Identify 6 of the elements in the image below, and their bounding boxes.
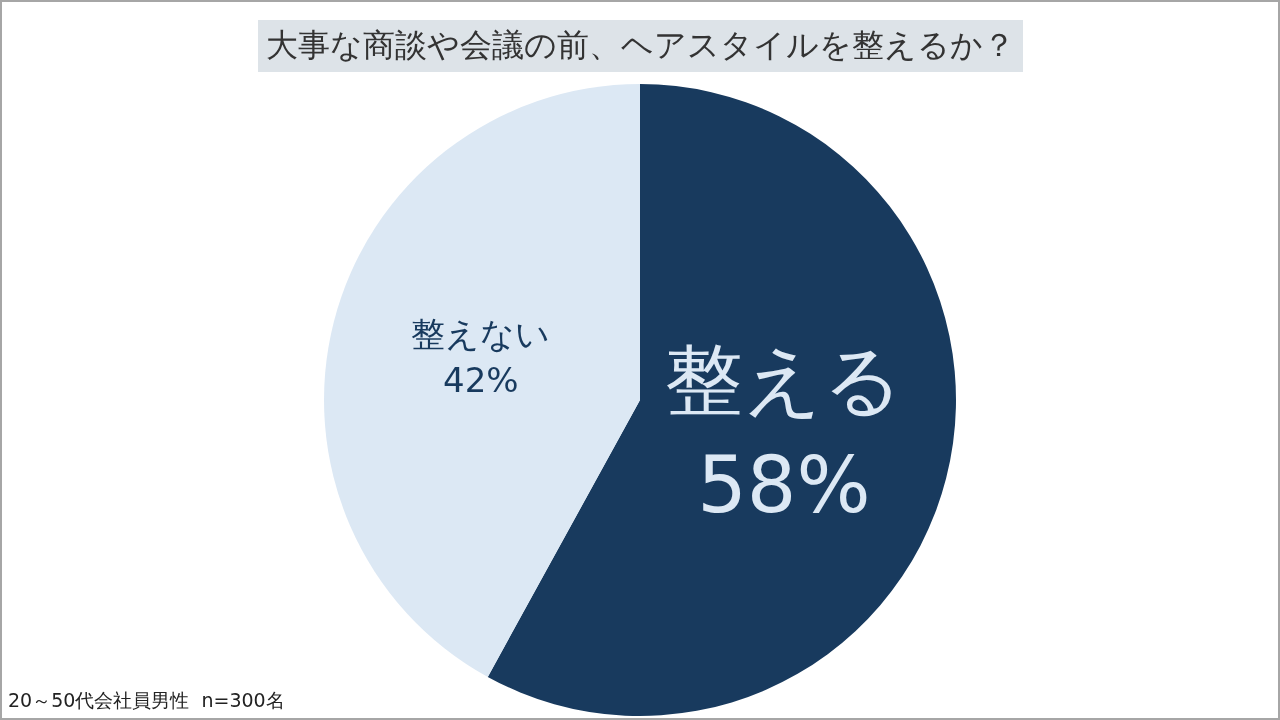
chart-title: 大事な商談や会議の前、ヘアスタイルを整えるか？ (257, 20, 1023, 72)
slice-label: 整える (664, 334, 903, 425)
data-label: 58% (697, 439, 871, 530)
text: 20～50代会社員男性 n=300名 (8, 688, 285, 713)
data-label: 42% (443, 359, 519, 400)
slice-label: 整えない (411, 313, 551, 354)
